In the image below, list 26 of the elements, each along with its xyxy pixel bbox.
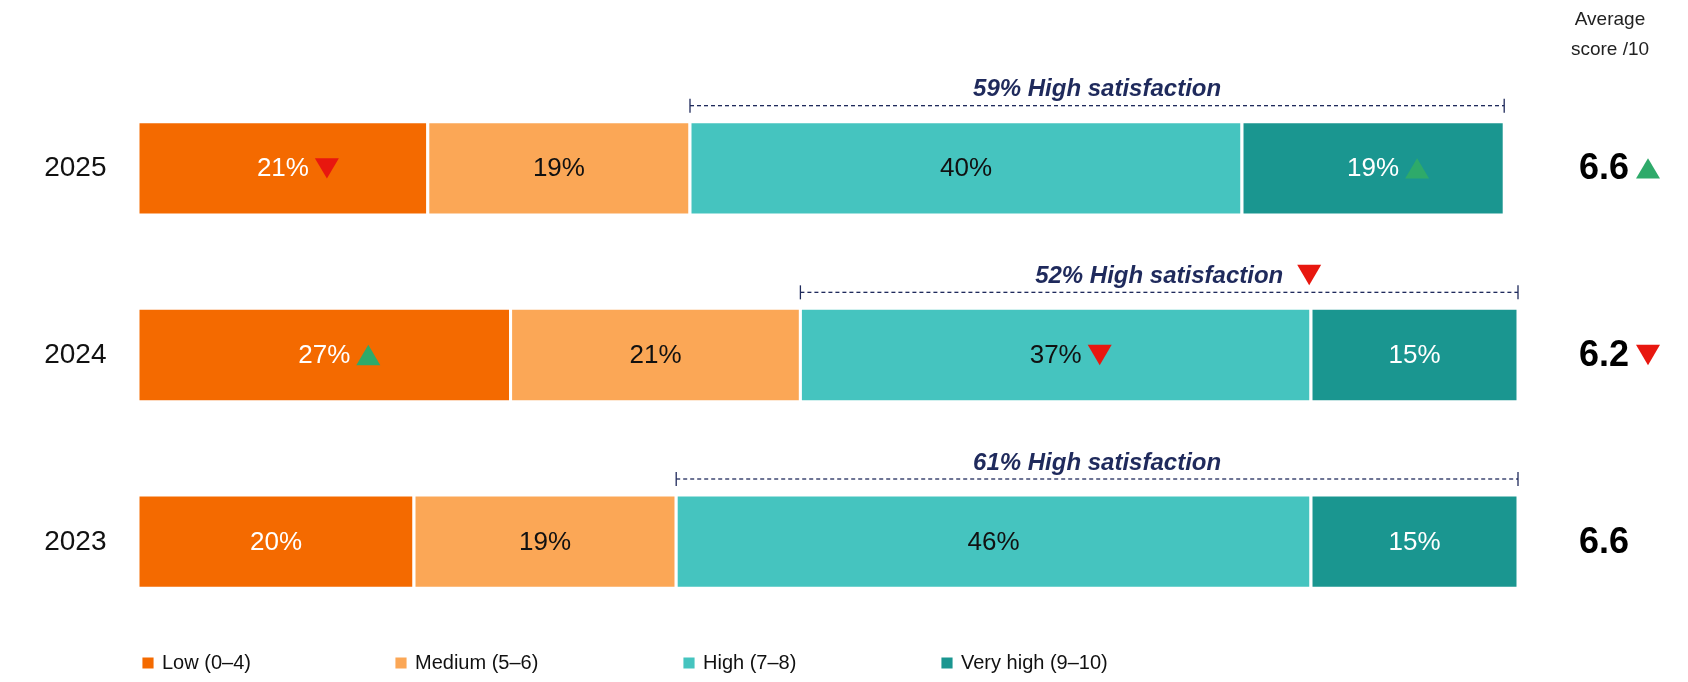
text: 6.6 (1578, 519, 1630, 561)
data-label: 20% (249, 525, 303, 556)
data-label: 40% (939, 152, 993, 183)
annotation: 52% High satisfaction (1035, 261, 1284, 288)
annotation: 59% High satisfaction (973, 74, 1222, 102)
legend-label: High (7–8) (703, 651, 797, 673)
data-label: 19% (1347, 152, 1400, 183)
y-tick-label: 2023 (44, 524, 107, 556)
data-label: 27% (298, 339, 351, 369)
y-tick-label: 2025 (44, 151, 107, 183)
legend-label: Medium (5–6) (415, 651, 539, 673)
data-label: 15% (1388, 339, 1441, 369)
text: Average score /10 (1570, 8, 1650, 59)
legend-label: Low (0–4) (162, 651, 251, 673)
data-label: 37% (1029, 339, 1082, 369)
annotation: 61% High satisfaction (973, 447, 1222, 475)
text: 6.2 (1578, 333, 1630, 374)
data-label: 21% (256, 152, 309, 183)
legend-label: Very high (9–10) (961, 651, 1108, 673)
data-label: 15% (1388, 525, 1441, 556)
data-label: 46% (967, 525, 1020, 556)
y-tick-label: 2024 (44, 338, 107, 369)
data-label: 19% (519, 525, 572, 556)
data-label: 21% (629, 339, 682, 369)
text: 6.6 (1578, 146, 1630, 188)
data-label: 19% (532, 152, 585, 183)
